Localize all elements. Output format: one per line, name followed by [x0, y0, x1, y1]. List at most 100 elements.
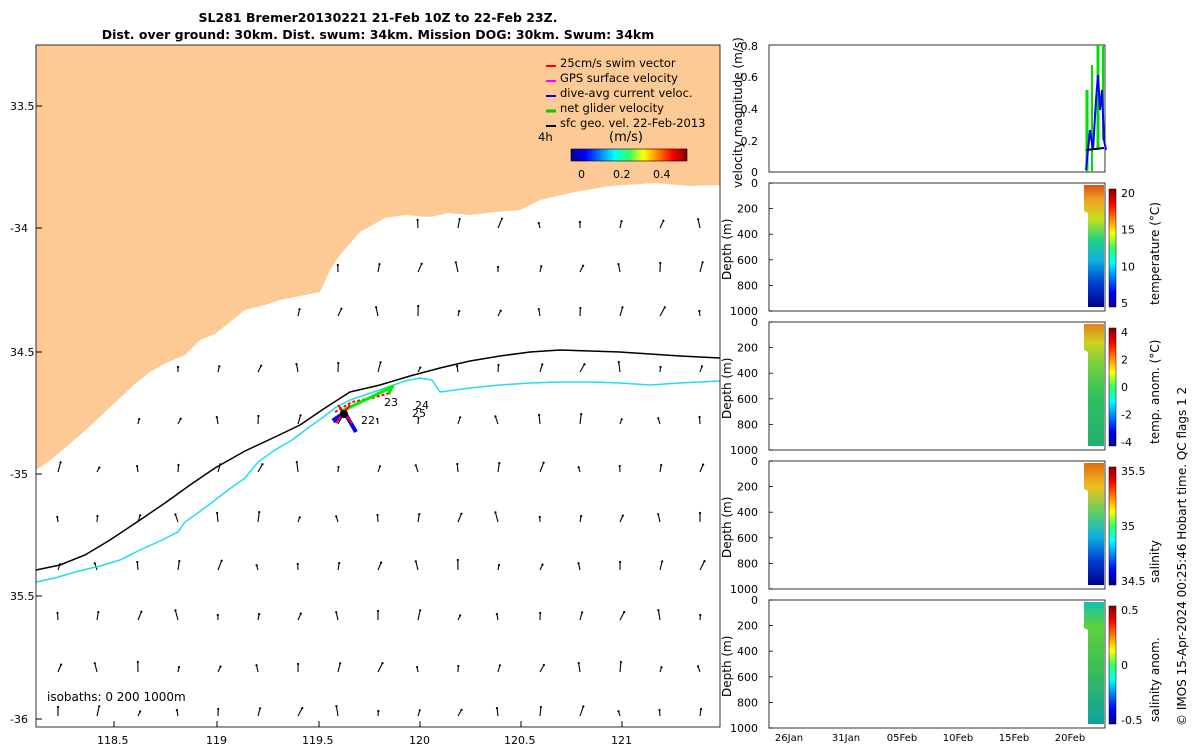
- temperature-axes-frame: [768, 182, 1106, 312]
- velocity-arrow-head: [696, 665, 700, 668]
- legend-net-glider-velocity: net glider velocity: [560, 101, 664, 115]
- velocity-arrow-head: [259, 707, 262, 710]
- velocity-arrow-head: [216, 613, 219, 617]
- track-label-25: 25: [412, 407, 426, 420]
- velocity-panel[interactable]: 0.8 0.6 0.4 0.2 0 velocity magnitude (m/…: [731, 37, 1107, 188]
- velocity-arrow-head: [261, 463, 264, 466]
- temp-anom-colorbar-tick: -4: [1121, 436, 1132, 449]
- salinity-depth-tick: 600: [737, 532, 758, 545]
- velocity-arrow-head: [537, 222, 540, 225]
- map-ytick-35-5: 35.5: [10, 590, 35, 603]
- velocity-arrow-head: [56, 705, 60, 709]
- temperature-depth-tick: 600: [737, 254, 758, 267]
- velocity-arrow: [177, 561, 180, 571]
- velocity-arrow-head: [494, 415, 497, 418]
- velocity-arrow-head: [255, 564, 258, 567]
- map-panel[interactable]: 22 23 24 25 25cm/s swim vector GPS surfa…: [10, 44, 721, 747]
- velocity-arrow-head: [542, 663, 546, 667]
- velocity-arrow: [578, 663, 581, 673]
- map-ytick-35: -35: [10, 468, 28, 481]
- sal-anom-colorbar-tick: 0.5: [1121, 604, 1139, 617]
- velocity-arrow-head: [699, 613, 702, 617]
- velocity-arrow-head: [541, 563, 544, 566]
- velocity-arrow-head: [136, 660, 139, 664]
- sal-anom-depth-tick: 800: [737, 696, 758, 709]
- velocity-arrow-head: [497, 564, 501, 567]
- velocity-arrow: [619, 661, 622, 673]
- velocity-arrow-head: [498, 664, 501, 667]
- track-label-23: 23: [384, 396, 398, 409]
- sal-anom-depth-tick: 0: [751, 594, 758, 607]
- velocity-arrow: [335, 612, 339, 621]
- velocity-arrow-head: [621, 514, 624, 517]
- temperature-colorbar-tick: 10: [1121, 260, 1135, 273]
- velocity-arrow: [257, 463, 263, 473]
- velocity-arrow-head: [456, 558, 459, 562]
- vel-ytick-0: 0: [751, 166, 758, 179]
- velocity-arrow-head: [619, 560, 622, 564]
- velocity-arrow: [699, 262, 704, 273]
- map-x-axis: 118.5 119 119.5 120 120.5 121: [97, 721, 632, 747]
- velocity-arrow: [657, 514, 661, 523]
- velocity-arrow-head: [660, 666, 663, 669]
- velocity-arrow-head: [698, 415, 701, 419]
- velocity-arrow-head: [178, 560, 181, 563]
- salinity-depth-label: Depth (m): [720, 497, 734, 558]
- temperature-panel[interactable]: 0 200 400 600 800 1000 Depth (m) 20 15 10 5 tempera…: [720, 177, 1162, 318]
- track-label-22: 22: [361, 414, 375, 427]
- velocity-arrow: [297, 707, 303, 717]
- velocity-arrow: [337, 563, 340, 571]
- velocity-arrow-head: [60, 663, 63, 666]
- velocity-arrow: [297, 415, 302, 425]
- velocity-arrow: [659, 465, 662, 473]
- velocity-arrow-head: [335, 705, 338, 708]
- map-ytick-33-5: 33.5: [10, 100, 35, 113]
- velocity-ylabel: velocity magnitude (m/s): [731, 37, 745, 188]
- velocity-arrow: [579, 706, 584, 717]
- velocity-arrow-head: [139, 514, 142, 517]
- velocity-arrow-head: [663, 306, 666, 309]
- velocity-arrow-head: [335, 515, 338, 518]
- sal-anom-panel[interactable]: 0 200 400 600 800 1000 Depth (m) 0.5 0 -0.5 salini…: [720, 594, 1162, 735]
- velocity-arrow: [539, 664, 545, 673]
- velocity-arrow: [579, 612, 583, 621]
- velocity-arrow-head: [177, 463, 180, 467]
- profile-xtick: 20Feb: [1055, 733, 1085, 744]
- temperature-depth-tick: 800: [737, 279, 758, 292]
- velocity-arrow-head: [620, 220, 623, 223]
- velocity-arrow-head: [138, 418, 141, 421]
- temp-anom-colorbar: [1108, 327, 1117, 447]
- velocity-arrow: [337, 308, 342, 317]
- velocity-arrow-head: [419, 366, 422, 369]
- plot-title-line2: Dist. over ground: 30km. Dist. swum: 34k…: [101, 27, 655, 42]
- colorbar-tick-0-2: 0.2: [613, 168, 631, 181]
- velocity-arrow-head: [657, 513, 660, 516]
- velocity-arrow: [659, 220, 664, 229]
- temp-anom-panel[interactable]: 0 200 400 600 800 1000 Depth (m) 4 2 0 -2 -4 temp. a…: [720, 316, 1162, 457]
- velocity-traces: [1085, 45, 1107, 172]
- land-mass: [36, 45, 720, 470]
- velocity-arrow-head: [460, 512, 463, 515]
- velocity-arrow-head: [56, 611, 59, 615]
- velocity-arrow-head: [698, 511, 702, 515]
- velocity-arrow-head: [295, 461, 298, 464]
- velocity-arrow: [617, 263, 621, 273]
- velocity-arrow-head: [376, 513, 379, 517]
- velocity-arrow-head: [258, 613, 261, 616]
- velocity-arrow-head: [257, 414, 260, 418]
- velocity-arrow-head: [174, 609, 177, 612]
- salinity-axes-frame: [768, 460, 1106, 590]
- velocity-arrow: [96, 612, 99, 621]
- velocity-arrow: [417, 514, 420, 523]
- velocity-arrow: [579, 414, 582, 425]
- temperature-depth-tick: 0: [751, 177, 758, 190]
- velocity-arrow-head: [540, 265, 543, 268]
- velocity-arrow-head: [216, 511, 219, 515]
- salinity-panel[interactable]: 0 200 400 600 800 1000 Depth (m) 35.5 35 34.5 sali…: [720, 455, 1162, 596]
- velocity-arrow-head: [380, 561, 383, 564]
- velocity-arrow-head: [660, 464, 663, 467]
- velocity-arrow: [659, 561, 663, 571]
- velocity-arrow-head: [98, 466, 101, 469]
- temperature-depth-tick: 200: [737, 203, 758, 216]
